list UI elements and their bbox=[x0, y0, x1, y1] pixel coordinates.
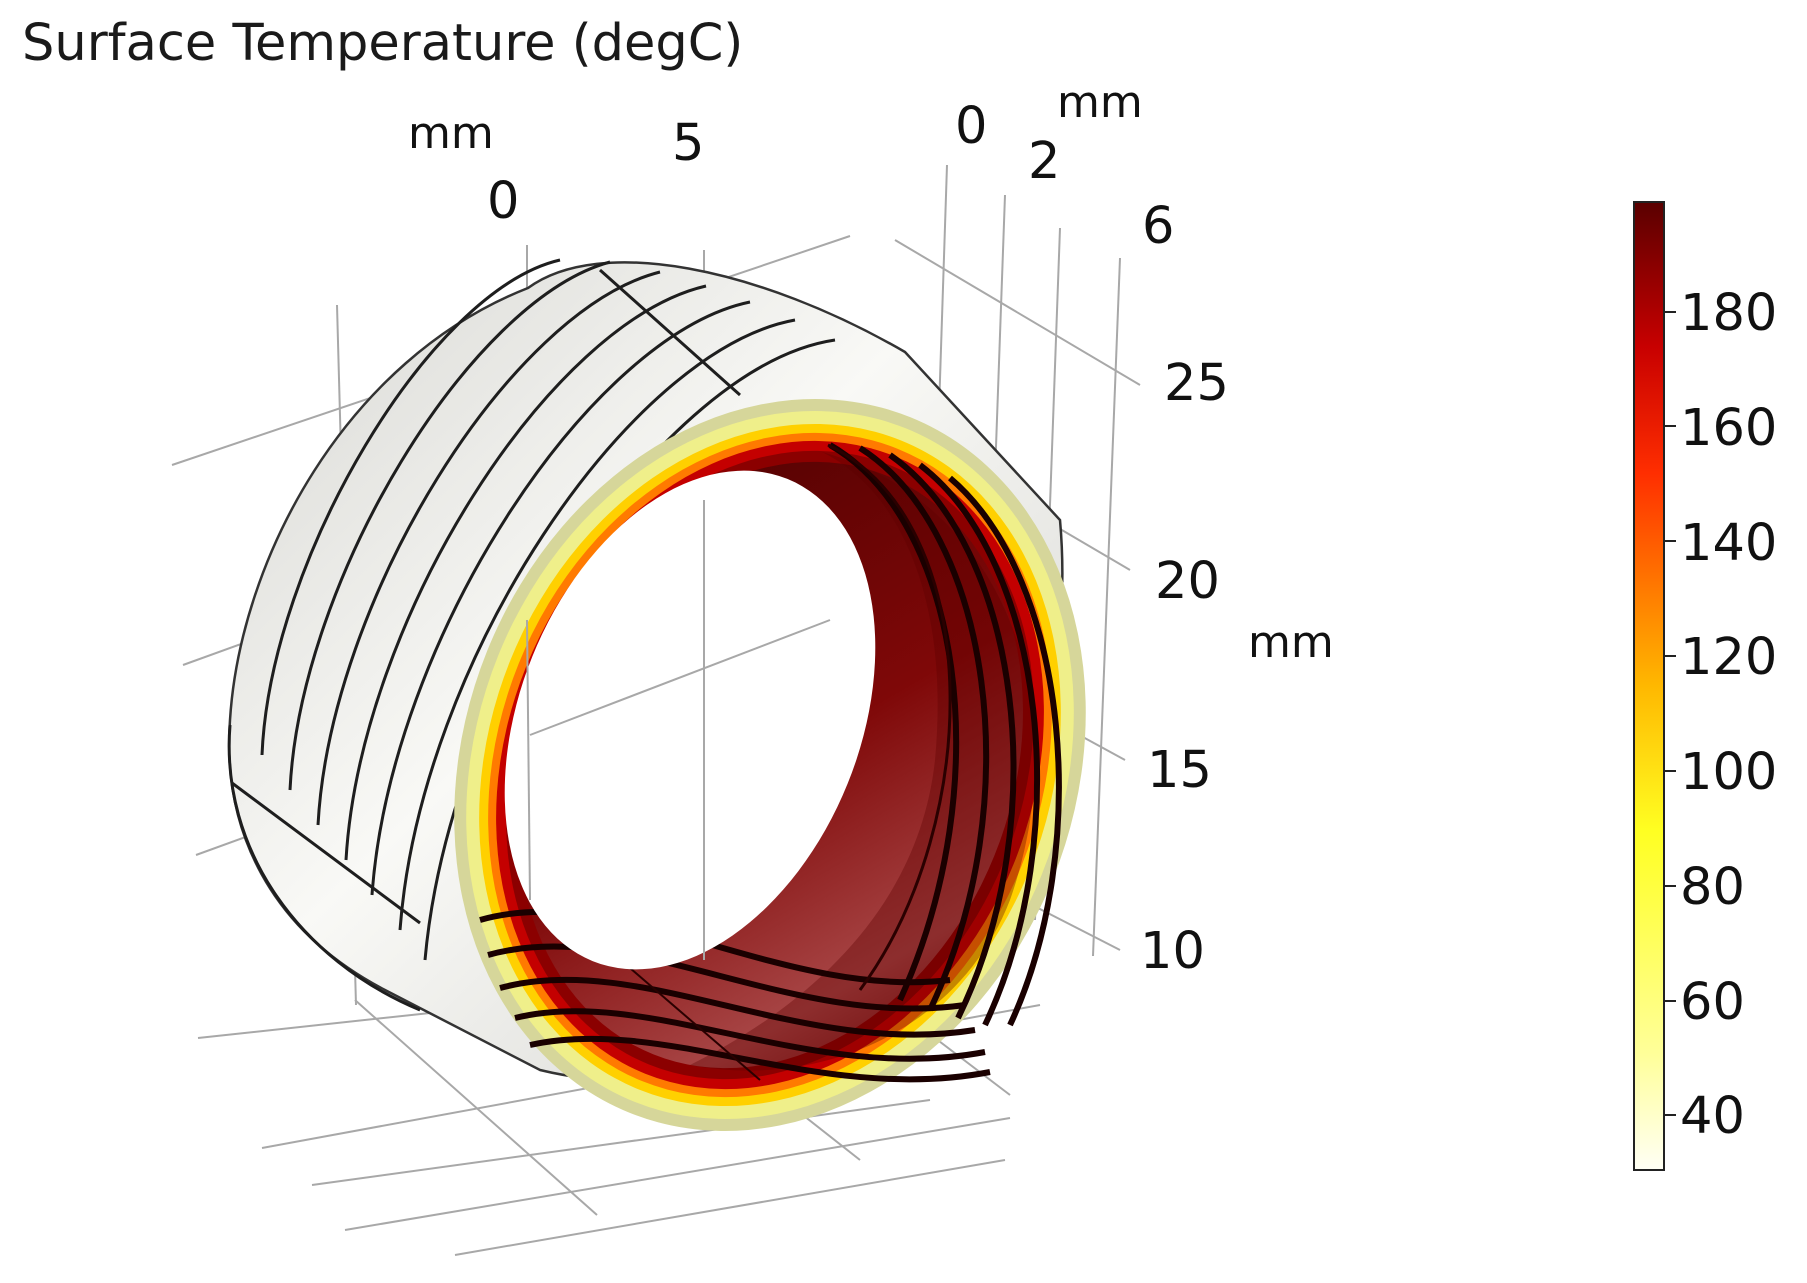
colorbar-label-100: 100 bbox=[1680, 743, 1777, 802]
z-axis-labels: 25 20 mm 15 10 bbox=[1140, 354, 1334, 981]
z-tick-15: 15 bbox=[1147, 741, 1212, 800]
colorbar-label-60: 60 bbox=[1680, 973, 1745, 1032]
plot-title: Surface Temperature (degC) bbox=[22, 14, 744, 73]
colorbar-ticks bbox=[1664, 311, 1676, 1116]
z-axis-unit: mm bbox=[1248, 617, 1334, 668]
y-axis-unit: mm bbox=[1057, 77, 1143, 128]
z-tick-25: 25 bbox=[1164, 354, 1229, 413]
z-tick-20: 20 bbox=[1155, 552, 1220, 611]
colorbar-label-140: 140 bbox=[1680, 514, 1777, 573]
colorbar-label-180: 180 bbox=[1680, 284, 1777, 343]
colorbar: 180 160 140 120 100 80 60 40 bbox=[1633, 201, 1777, 1171]
x-tick-0: 0 bbox=[487, 172, 519, 231]
colorbar-label-160: 160 bbox=[1680, 399, 1777, 458]
y-tick-0: 0 bbox=[955, 97, 987, 156]
y-tick-2: 6 bbox=[1142, 197, 1174, 256]
y-axis-labels: 0 mm 2 6 bbox=[955, 77, 1174, 256]
x-axis-labels: mm 0 5 bbox=[408, 108, 704, 231]
colorbar-label-40: 40 bbox=[1680, 1087, 1745, 1146]
cylinder-inner-surface bbox=[479, 442, 1062, 1083]
y-tick-1: 2 bbox=[1028, 132, 1060, 191]
colorbar-label-80: 80 bbox=[1680, 858, 1745, 917]
colorbar-label-120: 120 bbox=[1680, 628, 1777, 687]
x-tick-1: 5 bbox=[672, 114, 704, 173]
colorbar-gradient bbox=[1633, 201, 1665, 1171]
x-axis-unit: mm bbox=[408, 108, 494, 159]
z-tick-10: 10 bbox=[1140, 922, 1205, 981]
